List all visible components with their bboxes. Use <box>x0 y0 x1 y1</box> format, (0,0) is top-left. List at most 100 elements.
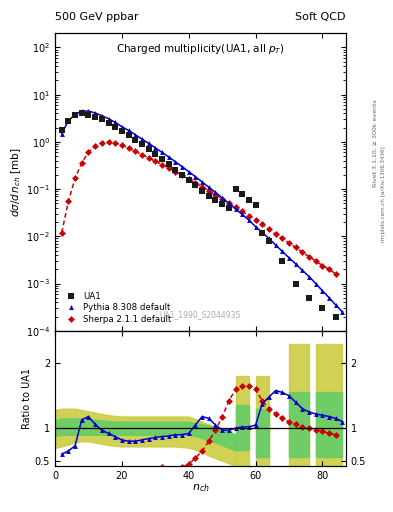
Line: Pythia 8.308 default: Pythia 8.308 default <box>59 109 345 314</box>
Y-axis label: $d\sigma/d\,n_{ch}$ [mb]: $d\sigma/d\,n_{ch}$ [mb] <box>9 147 23 217</box>
Sherpa 2.1.1 default <box>266 226 271 232</box>
UA1 <box>253 202 258 208</box>
UA1 <box>153 151 158 157</box>
UA1 <box>293 281 298 287</box>
Sherpa 2.1.1 default <box>213 191 218 198</box>
Pythia 8.308 default <box>133 132 138 138</box>
Pythia 8.308 default <box>180 163 184 169</box>
Sherpa 2.1.1 default <box>180 172 184 178</box>
Pythia 8.308 default <box>220 195 224 201</box>
Pythia 8.308 default <box>93 110 97 116</box>
Pythia 8.308 default <box>226 200 231 206</box>
Sherpa 2.1.1 default <box>79 160 84 166</box>
Sherpa 2.1.1 default <box>307 253 311 260</box>
Sherpa 2.1.1 default <box>273 231 278 238</box>
Pythia 8.308 default <box>213 189 218 196</box>
Pythia 8.308 default <box>293 261 298 267</box>
Y-axis label: Ratio to UA1: Ratio to UA1 <box>22 368 32 429</box>
Sherpa 2.1.1 default <box>220 196 224 202</box>
Text: Charged multiplicity(UA1, all $p_T$): Charged multiplicity(UA1, all $p_T$) <box>116 42 285 56</box>
UA1 <box>320 305 325 311</box>
Text: Soft QCD: Soft QCD <box>296 11 346 22</box>
Pythia 8.308 default <box>253 224 258 230</box>
Pythia 8.308 default <box>246 217 251 223</box>
UA1 <box>166 161 171 167</box>
Sherpa 2.1.1 default <box>286 240 291 246</box>
Sherpa 2.1.1 default <box>86 150 91 156</box>
Pythia 8.308 default <box>66 118 71 124</box>
Text: Rivet 3.1.10, ≥ 300k events: Rivet 3.1.10, ≥ 300k events <box>373 99 378 187</box>
Sherpa 2.1.1 default <box>320 263 325 269</box>
UA1 <box>307 294 311 301</box>
Sherpa 2.1.1 default <box>200 184 204 190</box>
UA1 <box>133 137 138 143</box>
Pythia 8.308 default <box>140 136 144 142</box>
UA1 <box>180 172 184 178</box>
Sherpa 2.1.1 default <box>126 145 131 151</box>
Sherpa 2.1.1 default <box>99 139 104 145</box>
Sherpa 2.1.1 default <box>153 158 158 164</box>
Pythia 8.308 default <box>113 119 118 125</box>
UA1 <box>240 190 244 197</box>
UA1 <box>59 127 64 133</box>
UA1 <box>200 188 204 194</box>
Sherpa 2.1.1 default <box>280 236 285 242</box>
Sherpa 2.1.1 default <box>327 266 331 272</box>
Pythia 8.308 default <box>333 302 338 308</box>
UA1 <box>226 205 231 211</box>
Pythia 8.308 default <box>153 145 158 151</box>
Pythia 8.308 default <box>266 236 271 242</box>
Pythia 8.308 default <box>160 150 164 156</box>
Pythia 8.308 default <box>73 112 77 118</box>
Pythia 8.308 default <box>86 108 91 114</box>
Pythia 8.308 default <box>206 184 211 190</box>
Pythia 8.308 default <box>186 168 191 175</box>
Sherpa 2.1.1 default <box>146 155 151 161</box>
Sherpa 2.1.1 default <box>119 142 124 148</box>
UA1 <box>126 132 131 138</box>
Sherpa 2.1.1 default <box>253 217 258 223</box>
UA1 <box>140 141 144 147</box>
Sherpa 2.1.1 default <box>93 143 97 149</box>
Sherpa 2.1.1 default <box>160 162 164 168</box>
UA1 <box>106 120 111 126</box>
Pythia 8.308 default <box>119 123 124 130</box>
Pythia 8.308 default <box>166 154 171 160</box>
Pythia 8.308 default <box>193 174 198 180</box>
UA1 <box>119 128 124 134</box>
UA1 <box>333 313 338 319</box>
UA1 <box>186 177 191 183</box>
UA1 <box>266 238 271 244</box>
Sherpa 2.1.1 default <box>113 140 118 146</box>
Sherpa 2.1.1 default <box>73 175 77 181</box>
Sherpa 2.1.1 default <box>133 148 138 155</box>
Pythia 8.308 default <box>200 179 204 185</box>
Sherpa 2.1.1 default <box>66 198 71 204</box>
Pythia 8.308 default <box>313 281 318 287</box>
Sherpa 2.1.1 default <box>186 176 191 182</box>
Pythia 8.308 default <box>273 242 278 248</box>
UA1 <box>260 229 264 236</box>
UA1 <box>86 112 91 118</box>
Text: UA1_1990_S2044935: UA1_1990_S2044935 <box>160 310 241 319</box>
Sherpa 2.1.1 default <box>246 213 251 219</box>
Sherpa 2.1.1 default <box>59 229 64 236</box>
Text: 500 GeV ppbar: 500 GeV ppbar <box>55 11 139 22</box>
Pythia 8.308 default <box>286 255 291 261</box>
Pythia 8.308 default <box>327 294 331 301</box>
Pythia 8.308 default <box>240 211 244 218</box>
Sherpa 2.1.1 default <box>140 152 144 158</box>
Pythia 8.308 default <box>59 131 64 137</box>
Sherpa 2.1.1 default <box>300 249 305 255</box>
UA1 <box>220 201 224 207</box>
UA1 <box>280 258 285 264</box>
UA1 <box>99 116 104 122</box>
Sherpa 2.1.1 default <box>226 200 231 206</box>
Pythia 8.308 default <box>280 248 285 254</box>
Sherpa 2.1.1 default <box>106 139 111 145</box>
UA1 <box>173 166 178 173</box>
Pythia 8.308 default <box>146 140 151 146</box>
Sherpa 2.1.1 default <box>260 221 264 227</box>
Sherpa 2.1.1 default <box>313 258 318 264</box>
Sherpa 2.1.1 default <box>166 165 171 171</box>
